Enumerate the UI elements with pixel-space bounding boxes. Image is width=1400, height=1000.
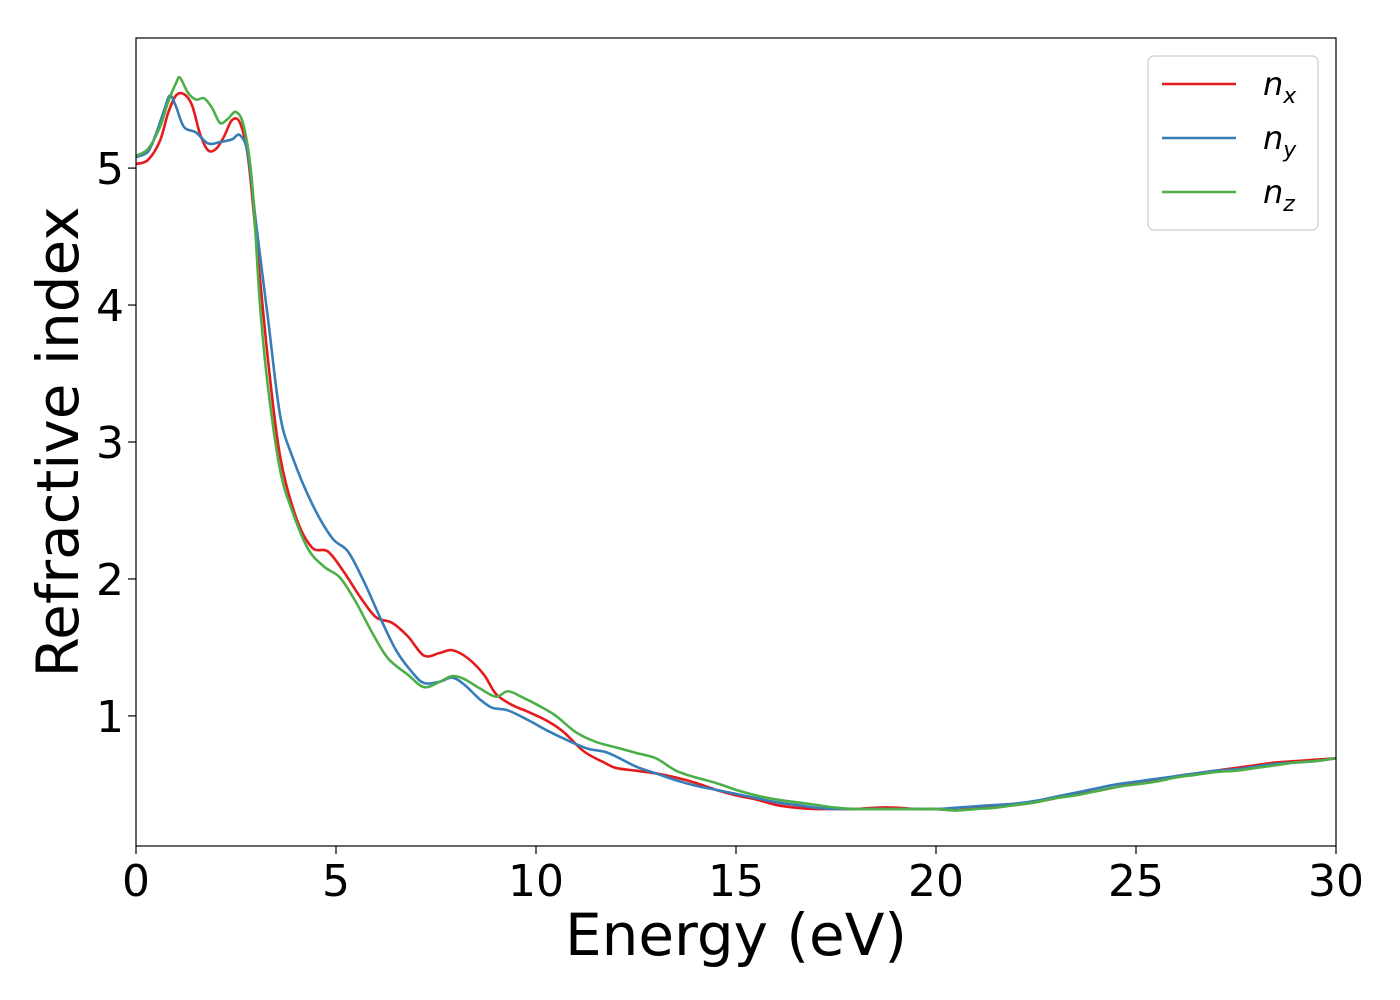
legend-box bbox=[1147, 55, 1319, 231]
legend-label-z: nz bbox=[1263, 173, 1295, 217]
x-axis-label: Energy (eV) bbox=[565, 901, 907, 969]
x-tick-label: 25 bbox=[1108, 856, 1164, 907]
y-tick-label: 5 bbox=[96, 144, 124, 195]
x-tick-label: 30 bbox=[1308, 856, 1364, 907]
x-tick-label: 0 bbox=[122, 856, 150, 907]
x-tick-label: 15 bbox=[708, 856, 764, 907]
y-tick-label: 3 bbox=[96, 418, 124, 469]
legend-label-x: nx bbox=[1263, 65, 1297, 109]
y-tick-label: 4 bbox=[96, 281, 124, 332]
legend: nx ny nz bbox=[1147, 55, 1319, 231]
x-tick-label: 20 bbox=[908, 856, 964, 907]
legend-label-y: ny bbox=[1263, 119, 1297, 163]
y-tick-label: 1 bbox=[96, 692, 124, 743]
x-tick-label: 10 bbox=[508, 856, 564, 907]
ticks-layer: 0 5 10 15 20 25 30 1 2 3 4 5 bbox=[96, 144, 1364, 907]
series-layer bbox=[136, 76, 1336, 812]
y-axis-label: Refractive index bbox=[24, 206, 92, 677]
y-tick-label: 2 bbox=[96, 555, 124, 606]
series-line-z bbox=[136, 76, 1336, 812]
x-tick-label: 5 bbox=[322, 856, 350, 907]
